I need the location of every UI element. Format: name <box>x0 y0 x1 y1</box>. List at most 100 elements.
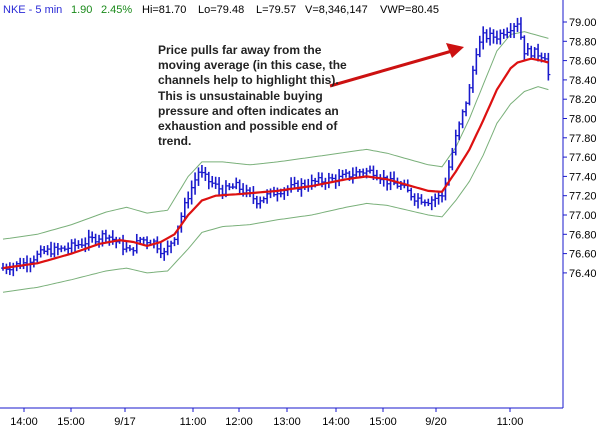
x-tick-label: 9/20 <box>425 416 446 428</box>
y-tick-label: 77.40 <box>569 171 597 183</box>
price-bar <box>385 175 390 191</box>
price-bar <box>114 236 119 249</box>
price-bar <box>79 238 84 248</box>
y-tick-label: 76.40 <box>569 268 597 280</box>
price-bar <box>494 30 499 45</box>
channel-upper-layer <box>2 31 549 240</box>
price-bar <box>251 186 256 204</box>
x-tick-label: 15:00 <box>57 416 85 428</box>
header-vwp: VWP=80.45 <box>380 4 439 16</box>
price-bar <box>193 172 198 195</box>
price-bar <box>515 17 520 32</box>
price-bar <box>169 240 174 254</box>
moving-average-layer <box>2 57 549 270</box>
price-bar <box>254 195 259 209</box>
price-bar <box>512 23 517 39</box>
header-hi: Hi=81.70 <box>142 4 186 16</box>
price-bar <box>237 179 242 196</box>
price-bar <box>55 243 60 256</box>
price-bar <box>97 234 102 248</box>
header-change: 1.90 <box>71 4 92 16</box>
y-tick-label: 76.60 <box>569 249 597 261</box>
x-tick-label: 9/17 <box>114 416 135 428</box>
price-bar <box>326 172 331 189</box>
price-bar <box>21 258 26 270</box>
y-tick-label: 78.80 <box>569 36 597 48</box>
y-tick-label: 79.00 <box>569 17 597 29</box>
price-bar <box>522 35 527 61</box>
header-lo: Lo=79.48 <box>198 4 244 16</box>
y-tick-label: 78.00 <box>569 114 597 126</box>
moving-average-line <box>2 57 549 270</box>
price-bar <box>344 169 348 178</box>
price-bar <box>464 101 469 117</box>
price-bar <box>11 262 16 277</box>
upper-channel-line <box>2 31 549 240</box>
header-change-pct: 2.45% <box>101 4 132 16</box>
price-bar <box>203 166 208 181</box>
price-bar <box>470 65 475 93</box>
price-bar <box>158 242 163 259</box>
price-bar <box>491 29 496 44</box>
price-bar <box>368 165 373 174</box>
price-bar <box>244 184 249 198</box>
price-bar <box>69 239 74 253</box>
price-bar <box>230 183 235 190</box>
price-bar <box>450 147 455 171</box>
lower-channel-line <box>2 86 549 293</box>
y-tick-label: 77.60 <box>569 152 597 164</box>
price-bar <box>419 194 424 205</box>
price-bar <box>292 176 297 189</box>
price-bar <box>76 240 81 249</box>
price-bar <box>59 245 64 253</box>
price-bar <box>433 193 438 208</box>
x-tick-label: 12:00 <box>225 416 253 428</box>
header-volume: V=8,346,147 <box>305 4 368 16</box>
y-tick-label: 77.80 <box>569 133 597 145</box>
header-symbol: NKE - 5 min <box>3 4 62 16</box>
price-bar <box>199 164 204 178</box>
price-bar <box>52 242 57 258</box>
price-bar <box>295 180 300 192</box>
price-bar <box>302 179 307 190</box>
y-tick-label: 78.40 <box>569 75 597 87</box>
price-bar <box>186 191 191 209</box>
price-bar <box>49 241 54 258</box>
price-bar <box>35 250 40 263</box>
price-bar <box>542 52 547 62</box>
price-bar <box>213 176 218 189</box>
chart-header: NKE - 5 min 1.90 2.45% Hi=81.70 Lo=79.48… <box>3 4 439 16</box>
price-bar <box>210 175 215 188</box>
price-bar <box>392 171 397 186</box>
price-bar <box>73 238 78 253</box>
x-tick-label: 14:00 <box>10 416 38 428</box>
x-tick-label: 15:00 <box>369 416 397 428</box>
price-bar <box>453 129 458 156</box>
price-bar <box>409 187 414 201</box>
price-bar <box>440 192 445 203</box>
price-bar <box>316 172 321 186</box>
price-bar <box>467 84 472 106</box>
price-bar <box>261 196 266 204</box>
price-bar <box>234 177 239 190</box>
price-bar <box>422 199 427 207</box>
x-tick-label: 11:00 <box>497 416 524 428</box>
channel-lower-layer <box>2 86 549 293</box>
price-bar <box>518 17 523 40</box>
price-bar <box>258 196 263 209</box>
price-bar <box>124 240 129 253</box>
price-bar <box>220 184 225 199</box>
price-bar <box>340 169 345 179</box>
price-bar <box>66 242 71 255</box>
price-bar <box>426 198 431 207</box>
price-bar <box>7 262 12 276</box>
price-bar <box>268 188 273 199</box>
annotation-arrow <box>329 43 464 88</box>
y-tick-label: 77.00 <box>569 210 597 222</box>
price-bar <box>484 29 489 43</box>
price-bar <box>481 26 486 50</box>
price-bar <box>460 109 465 129</box>
price-bar <box>31 255 36 268</box>
annotation-text: Price pulls far away from the moving ave… <box>158 43 347 149</box>
